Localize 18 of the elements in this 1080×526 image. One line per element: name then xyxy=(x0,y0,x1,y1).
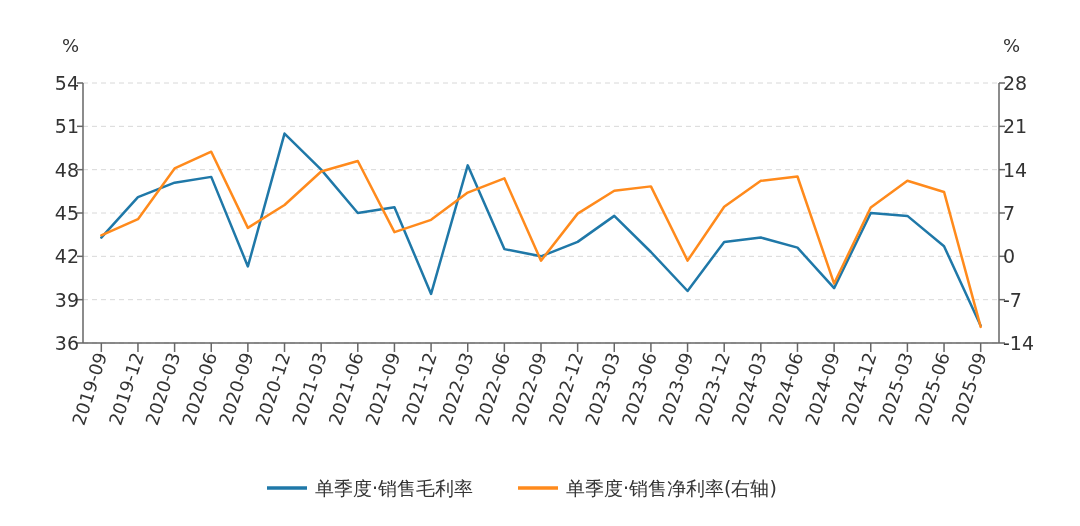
y2-tick-label: -14 xyxy=(1003,332,1035,354)
y2-tick-label: 14 xyxy=(1003,158,1028,181)
legend-label: 单季度·销售毛利率 xyxy=(315,477,474,499)
y-tick-label: 48 xyxy=(54,158,79,181)
y-axis-title: % xyxy=(61,35,79,56)
y-tick-label: 54 xyxy=(54,72,79,94)
y2-tick-label: 7 xyxy=(1003,202,1016,224)
y-tick-label: 39 xyxy=(54,288,79,311)
y2-tick-label: 28 xyxy=(1003,72,1028,94)
y2-axis-title: % xyxy=(1003,35,1021,56)
legend-label: 单季度·销售净利率(右轴) xyxy=(566,477,777,499)
y-tick-label: 36 xyxy=(54,332,79,354)
y-tick-label: 45 xyxy=(54,202,79,224)
y2-tick-label: -7 xyxy=(1003,288,1022,311)
y2-tick-label: 0 xyxy=(1003,245,1016,268)
y-tick-label: 42 xyxy=(54,245,79,268)
y-tick-label: 51 xyxy=(54,115,79,138)
y2-tick-label: 21 xyxy=(1003,115,1028,138)
